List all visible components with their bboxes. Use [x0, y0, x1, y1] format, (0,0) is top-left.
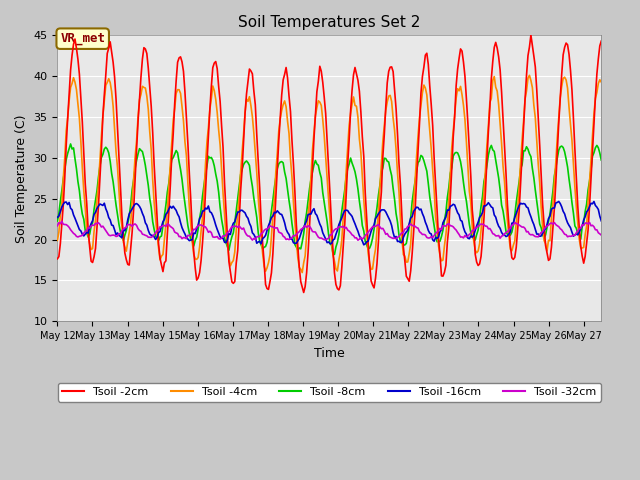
Y-axis label: Soil Temperature (C): Soil Temperature (C) — [15, 114, 28, 242]
Title: Soil Temperatures Set 2: Soil Temperatures Set 2 — [238, 15, 420, 30]
X-axis label: Time: Time — [314, 347, 345, 360]
Legend: Tsoil -2cm, Tsoil -4cm, Tsoil -8cm, Tsoil -16cm, Tsoil -32cm: Tsoil -2cm, Tsoil -4cm, Tsoil -8cm, Tsoi… — [58, 383, 601, 401]
Text: VR_met: VR_met — [60, 32, 105, 45]
